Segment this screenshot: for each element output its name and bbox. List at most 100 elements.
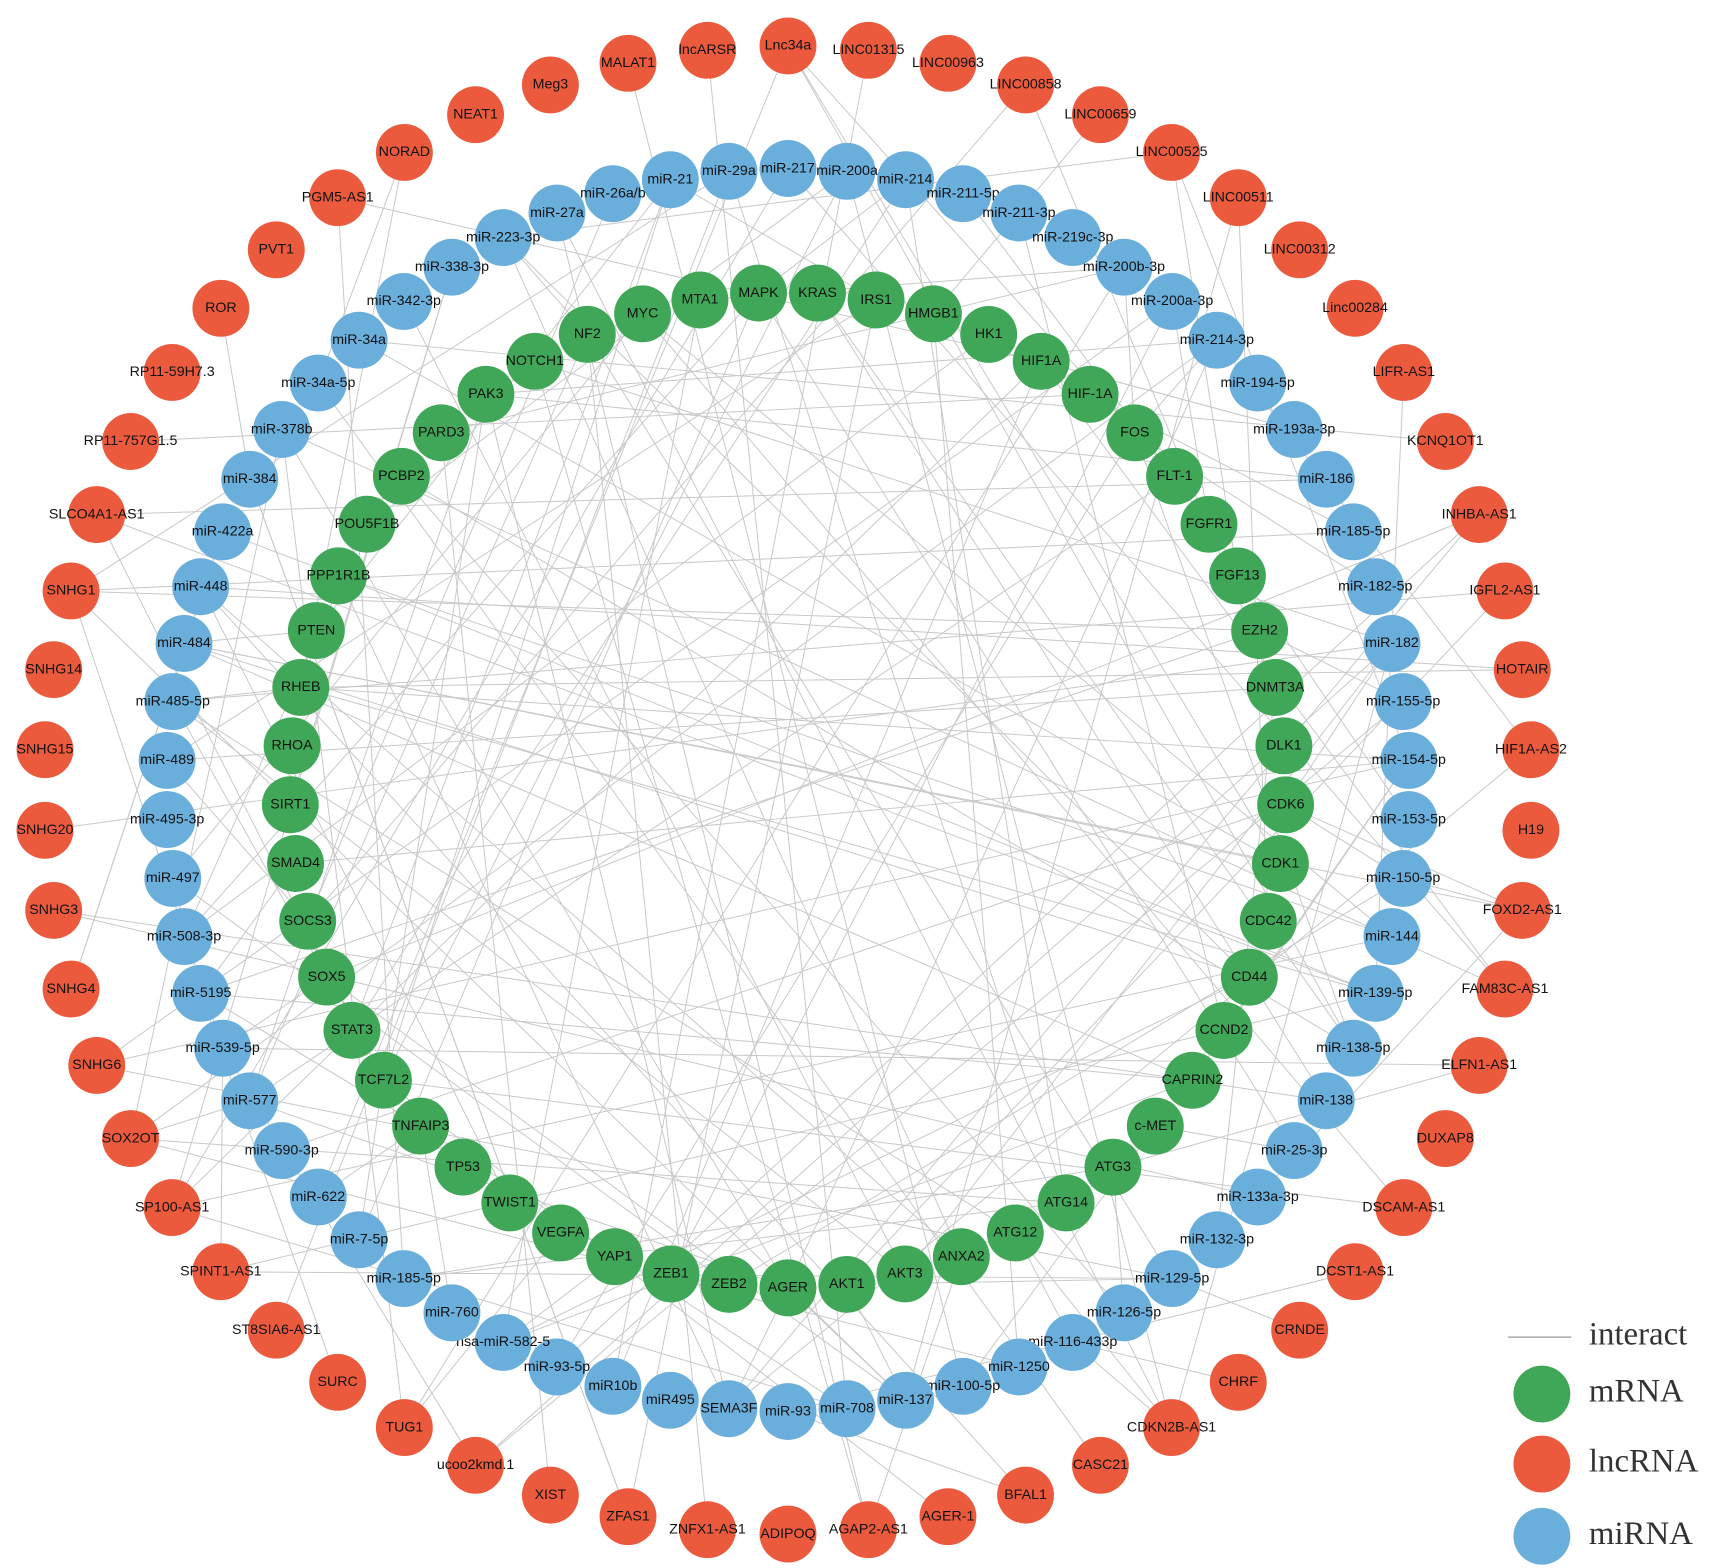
node: miR-708 [818, 1380, 876, 1438]
node: AKT3 [876, 1245, 934, 1303]
edge [502, 299, 701, 1343]
node-circle [528, 184, 586, 242]
edge [502, 237, 962, 1257]
node-circle [261, 776, 319, 834]
node-label: miR-384 [223, 471, 277, 487]
node-label: ucoo2kmd.1 [437, 1457, 515, 1473]
node-label: Lnc34a [765, 38, 812, 54]
node-circle [1326, 279, 1384, 337]
node-label: SIRT1 [270, 796, 310, 812]
node-label: miR-484 [157, 635, 211, 651]
node: miR-448 [172, 558, 230, 616]
node-circle [876, 1245, 934, 1303]
node: SOX5 [298, 948, 356, 1006]
node: LINC00963 [912, 34, 984, 92]
node-circle [42, 960, 100, 1018]
edge [358, 292, 759, 1241]
node-circle [506, 332, 564, 390]
edge [200, 586, 962, 1258]
node-label: miR-144 [1365, 928, 1419, 944]
node: miR-25-3p [1261, 1122, 1328, 1179]
edge [172, 878, 730, 1285]
node: FGFR1 [1180, 495, 1238, 553]
node-label: miR-338-3p [415, 259, 489, 275]
node: SPINT1-AS1 [180, 1243, 262, 1301]
node-circle [1493, 881, 1551, 939]
node: miR-497 [144, 850, 202, 907]
node: H19 [1502, 801, 1560, 859]
node-circle [172, 964, 230, 1022]
node: miR-182-5p [1338, 558, 1413, 616]
node-circle [68, 486, 126, 544]
node: miR-342-3p [367, 273, 441, 330]
edge [403, 1166, 1114, 1280]
node-label: AGER-1 [921, 1508, 974, 1524]
node-label: CASC21 [1073, 1457, 1128, 1473]
node-label: MYC [627, 306, 659, 322]
node: NOTCH1 [506, 332, 564, 390]
node-label: Meg3 [533, 77, 569, 93]
node: Meg3 [521, 56, 579, 114]
node-circle [1257, 776, 1315, 834]
node-circle [68, 1036, 126, 1094]
legend-swatch [1513, 1435, 1571, 1493]
edge [728, 878, 1404, 1285]
edge [586, 334, 1173, 1279]
node-label: FOS [1120, 425, 1149, 441]
node-label: ZEB2 [711, 1276, 747, 1292]
node: PPP1R1B [306, 547, 371, 605]
node-label: miR-29a [702, 163, 756, 179]
node-label: AGAP2-AS1 [829, 1521, 908, 1537]
node: SNHG6 [68, 1036, 126, 1094]
node-circle [1220, 948, 1278, 1006]
node-circle [642, 1245, 700, 1303]
edge [200, 586, 1523, 671]
node-circle [138, 731, 196, 789]
node: miR-485-5p [136, 673, 210, 731]
node-label: miR-34a-5p [281, 375, 355, 391]
node: miR-194-5p [1221, 354, 1295, 412]
node: DSCAM-AS1 [1362, 1179, 1445, 1237]
node-circle [1106, 404, 1164, 462]
node-label: miR-137 [879, 1392, 933, 1408]
node-circle [1297, 450, 1355, 508]
node-label: miR-7-5p [330, 1232, 389, 1248]
node-circle [1476, 562, 1534, 620]
node: miR-182 [1363, 615, 1421, 672]
node-label: miR-182-5p [1338, 578, 1412, 594]
node: miR-29a [700, 142, 758, 200]
edge [167, 687, 1276, 761]
node-label: ATG12 [993, 1225, 1037, 1241]
node: CAPRIN2 [1162, 1051, 1223, 1109]
node-circle [447, 86, 504, 144]
node: TNFAIP3 [392, 1097, 450, 1155]
node-circle [759, 1383, 817, 1440]
edge [905, 179, 1067, 1204]
node: miR-27a [528, 184, 586, 242]
node-circle [818, 142, 876, 200]
node: SNHG3 [25, 881, 83, 939]
node: DUXAP8 [1417, 1110, 1474, 1167]
node-label: miR-5195 [170, 985, 232, 1001]
legend-label: miRNA [1589, 1516, 1693, 1552]
node-circle [253, 401, 311, 458]
node: FOS [1106, 404, 1164, 462]
node: POU5F1B [335, 495, 399, 553]
node-circle [1363, 908, 1421, 965]
node-circle [1326, 1243, 1384, 1301]
node-circle [528, 1338, 586, 1396]
node-circle [221, 450, 279, 508]
node-circle [730, 264, 787, 322]
node: miR-5195 [170, 964, 232, 1022]
node-label: miR-126-5p [1087, 1305, 1161, 1321]
node-label: miR-182 [1365, 635, 1419, 651]
node-label: INHBA-AS1 [1442, 506, 1517, 522]
node-circle [309, 169, 367, 227]
node-label: SURC [318, 1374, 358, 1390]
node: LINC01315 [832, 21, 904, 79]
node-label: LINC00511 [1203, 189, 1274, 205]
node: miR-1250 [988, 1338, 1050, 1396]
node-label: PTEN [297, 622, 335, 638]
node: AGER-1 [919, 1488, 977, 1546]
node-label: miR-223-3p [466, 229, 540, 245]
